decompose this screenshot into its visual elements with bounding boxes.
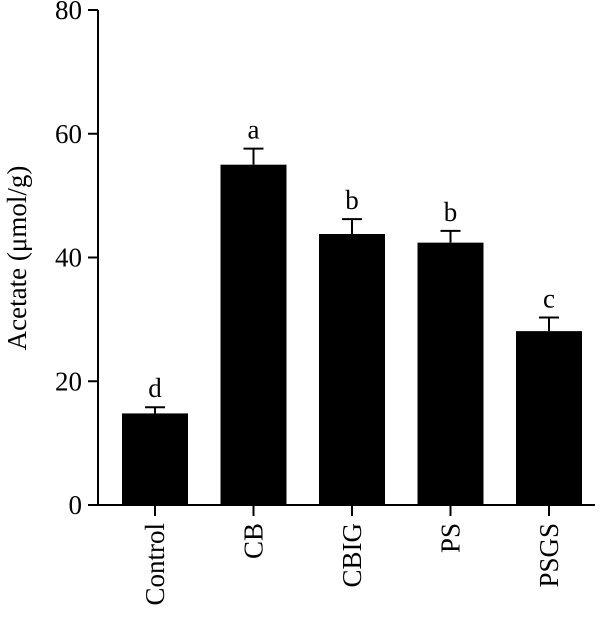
bar	[122, 413, 188, 505]
x-tick-label: PS	[436, 523, 466, 553]
y-axis: 0 20 40 60 80	[55, 0, 99, 520]
bar	[516, 331, 582, 505]
significance-label: c	[543, 284, 555, 314]
significance-label: b	[345, 185, 359, 215]
y-tick-label: 20	[55, 366, 82, 396]
bar	[220, 164, 287, 505]
bar	[417, 242, 484, 505]
significance-label: a	[248, 115, 260, 145]
bar	[319, 233, 385, 506]
y-tick-label: 0	[69, 490, 83, 520]
x-tick-label: PSGS	[534, 523, 564, 588]
significance-label: b	[444, 197, 458, 227]
x-axis: Control CB CBIG PS PSGS	[97, 504, 595, 606]
x-tick-label: CBIG	[337, 523, 367, 588]
y-tick-label: 60	[55, 119, 82, 149]
bars: d a b b c	[122, 115, 582, 506]
x-tick-label: CB	[239, 523, 269, 559]
y-tick-label: 40	[55, 243, 82, 273]
y-tick-label: 80	[55, 0, 82, 25]
significance-label: d	[148, 373, 162, 403]
x-tick-label: Control	[140, 523, 170, 606]
y-axis-title: Acetate (μmol/g)	[2, 166, 32, 351]
